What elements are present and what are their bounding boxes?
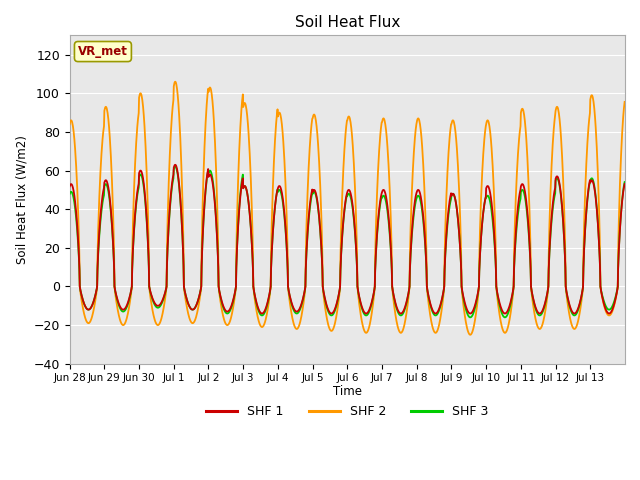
Text: VR_met: VR_met: [78, 45, 128, 58]
Title: Soil Heat Flux: Soil Heat Flux: [294, 15, 400, 30]
Y-axis label: Soil Heat Flux (W/m2): Soil Heat Flux (W/m2): [15, 135, 28, 264]
Legend: SHF 1, SHF 2, SHF 3: SHF 1, SHF 2, SHF 3: [201, 400, 494, 423]
X-axis label: Time: Time: [333, 385, 362, 398]
